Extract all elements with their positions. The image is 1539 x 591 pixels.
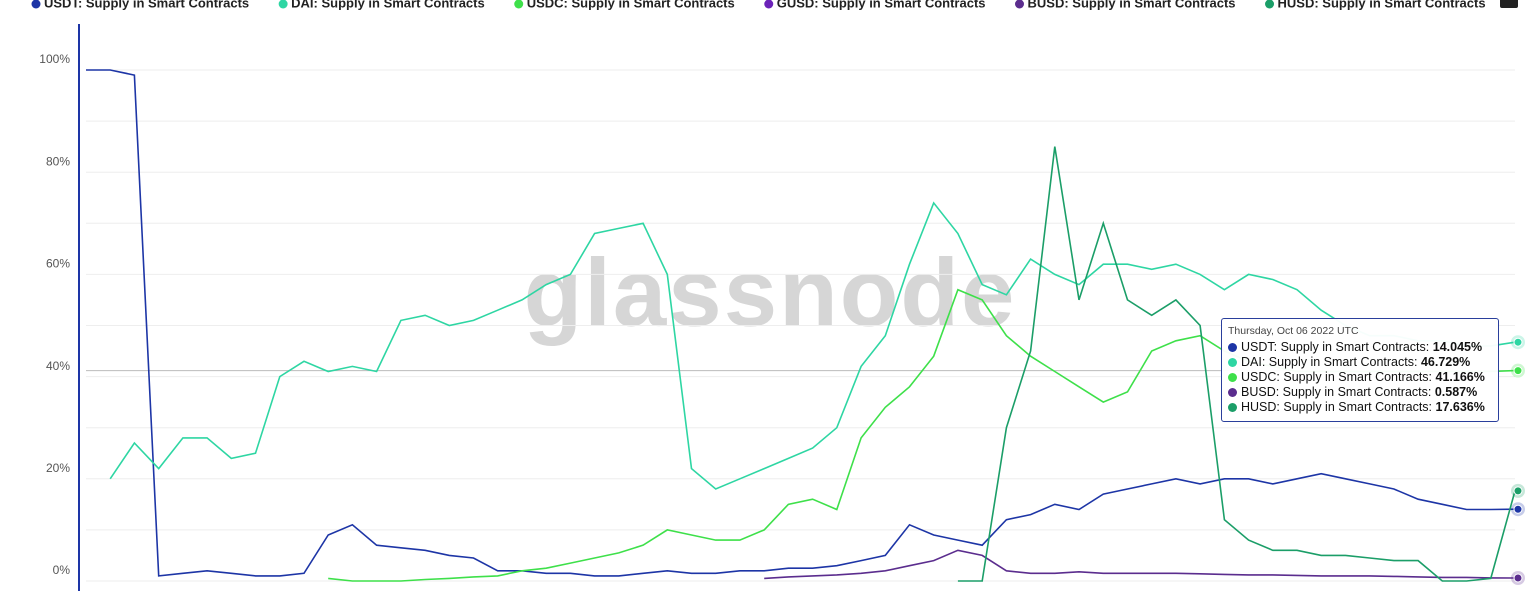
tooltip-dot: [1228, 388, 1237, 397]
legend-label: HUSD: Supply in Smart Contracts: [1278, 0, 1486, 10]
end-marker: [1513, 486, 1523, 496]
y-tick-label: 60%: [46, 257, 70, 271]
tooltip-row: USDT: Supply in Smart Contracts: 14.045%: [1228, 340, 1492, 355]
end-marker: [1513, 337, 1523, 347]
legend-item[interactable]: DAI: Supply in Smart Contracts: [278, 0, 485, 10]
camera-icon[interactable]: [1500, 0, 1518, 8]
legend-label: USDT: Supply in Smart Contracts: [44, 0, 249, 10]
legend-item[interactable]: USDC: Supply in Smart Contracts: [514, 0, 735, 10]
legend-item[interactable]: BUSD: Supply in Smart Contracts: [1015, 0, 1236, 10]
tooltip-dot: [1228, 343, 1237, 352]
tooltip-label: USDC: Supply in Smart Contracts:: [1241, 370, 1433, 384]
y-tick-label: 100%: [39, 52, 70, 66]
tooltip-label: BUSD: Supply in Smart Contracts:: [1241, 385, 1432, 399]
series-line: [764, 549, 1516, 580]
tooltip-value: 14.045%: [1432, 340, 1483, 354]
end-marker: [1513, 504, 1523, 514]
end-marker: [1513, 366, 1523, 376]
tooltip-value: 0.587%: [1434, 385, 1478, 399]
legend-label: DAI: Supply in Smart Contracts: [291, 0, 485, 10]
tooltip-value: 46.729%: [1420, 355, 1471, 369]
legend-item[interactable]: HUSD: Supply in Smart Contracts: [1265, 0, 1486, 10]
y-tick-label: 0%: [53, 563, 71, 577]
tooltip-dot: [1228, 373, 1237, 382]
tooltip-row: USDC: Supply in Smart Contracts: 41.166%: [1228, 370, 1492, 385]
y-tick-label: 20%: [46, 461, 70, 475]
legend-item[interactable]: USDT: Supply in Smart Contracts: [31, 0, 250, 10]
tooltip-date: Thursday, Oct 06 2022 UTC: [1228, 325, 1359, 337]
legend-label: USDC: Supply in Smart Contracts: [527, 0, 735, 10]
tooltip-row: HUSD: Supply in Smart Contracts: 17.636%: [1228, 400, 1492, 415]
y-tick-label: 80%: [46, 154, 70, 168]
y-tick-label: 40%: [46, 359, 70, 373]
tooltip-value: 17.636%: [1435, 400, 1485, 414]
tooltip-label: DAI: Supply in Smart Contracts:: [1241, 355, 1418, 369]
series-line: [109, 201, 1516, 490]
legend-swatch: [278, 0, 288, 9]
tooltip-row: BUSD: Supply in Smart Contracts: 0.587%: [1228, 385, 1492, 400]
tooltip-dot: [1228, 403, 1237, 412]
tooltip-row: DAI: Supply in Smart Contracts: 46.729%: [1228, 355, 1492, 370]
tooltip-dot: [1228, 358, 1237, 367]
legend-swatch: [1015, 0, 1024, 9]
legend-swatch: [514, 0, 524, 9]
end-marker: [1513, 573, 1523, 583]
tooltip-label: USDT: Supply in Smart Contracts:: [1241, 340, 1430, 354]
series-line: [957, 146, 1516, 582]
legend-swatch: [1265, 0, 1275, 9]
tooltip-label: HUSD: Supply in Smart Contracts:: [1241, 400, 1433, 414]
legend-item[interactable]: GUSD: Supply in Smart Contracts: [764, 0, 986, 10]
legend-label: GUSD: Supply in Smart Contracts: [777, 0, 986, 10]
watermark: glassnode: [524, 239, 1017, 346]
legend-swatch: [31, 0, 41, 9]
legend-swatch: [764, 0, 774, 9]
legend-label: BUSD: Supply in Smart Contracts: [1028, 0, 1236, 10]
tooltip-value: 41.166%: [1435, 370, 1485, 384]
series-line: [86, 69, 1516, 577]
tooltip: Thursday, Oct 06 2022 UTC USDT: Supply in…: [1221, 318, 1499, 422]
